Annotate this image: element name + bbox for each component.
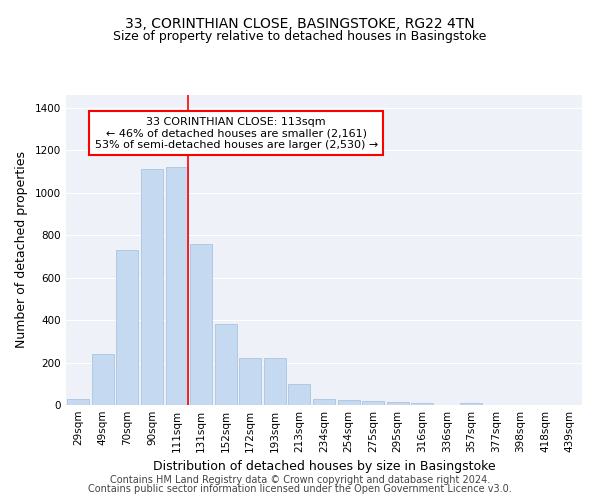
Bar [289, 384, 310, 405]
Bar [338, 400, 359, 405]
Bar [239, 358, 262, 405]
Bar [460, 403, 482, 405]
Bar [386, 402, 409, 405]
Text: 33 CORINTHIAN CLOSE: 113sqm
← 46% of detached houses are smaller (2,161)
53% of : 33 CORINTHIAN CLOSE: 113sqm ← 46% of det… [95, 116, 378, 150]
Bar [362, 401, 384, 405]
Bar [166, 167, 188, 405]
Bar [190, 244, 212, 405]
Bar [92, 354, 114, 405]
Text: Contains public sector information licensed under the Open Government Licence v3: Contains public sector information licen… [88, 484, 512, 494]
Y-axis label: Number of detached properties: Number of detached properties [15, 152, 28, 348]
Text: 33, CORINTHIAN CLOSE, BASINGSTOKE, RG22 4TN: 33, CORINTHIAN CLOSE, BASINGSTOKE, RG22 … [125, 18, 475, 32]
Bar [313, 398, 335, 405]
Bar [67, 398, 89, 405]
Bar [411, 403, 433, 405]
Text: Contains HM Land Registry data © Crown copyright and database right 2024.: Contains HM Land Registry data © Crown c… [110, 475, 490, 485]
Bar [264, 358, 286, 405]
X-axis label: Distribution of detached houses by size in Basingstoke: Distribution of detached houses by size … [152, 460, 496, 473]
Bar [116, 250, 139, 405]
Text: Size of property relative to detached houses in Basingstoke: Size of property relative to detached ho… [113, 30, 487, 43]
Bar [215, 324, 237, 405]
Bar [141, 170, 163, 405]
